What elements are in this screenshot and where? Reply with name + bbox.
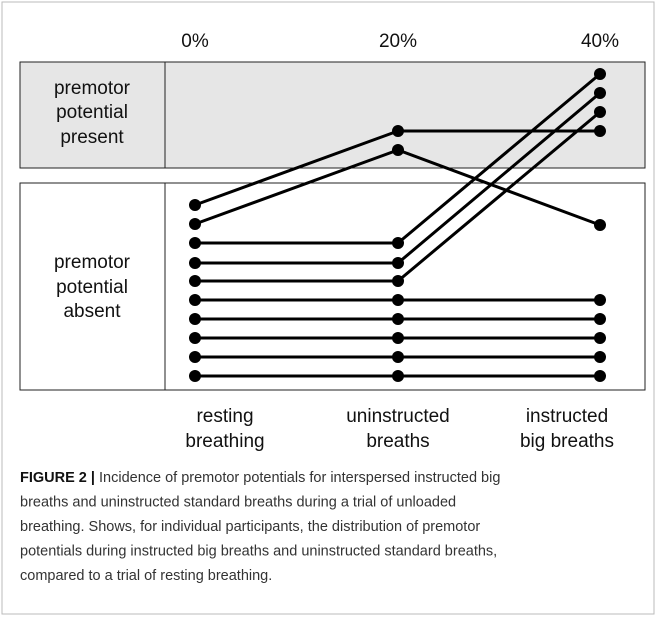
- participant-dot: [594, 332, 606, 344]
- column-label: breaths: [366, 431, 429, 452]
- participant-dot: [594, 294, 606, 306]
- column-label: uninstructed: [346, 406, 450, 427]
- participant-dot: [594, 125, 606, 137]
- participant-dot: [189, 275, 201, 287]
- participant-dot: [189, 332, 201, 344]
- row-label: present: [60, 127, 124, 148]
- participant-dot: [594, 87, 606, 99]
- row-label: premotor: [54, 78, 131, 99]
- row-label: absent: [63, 301, 121, 322]
- column-percent: 0%: [181, 31, 209, 52]
- row-label: potential: [56, 102, 128, 123]
- column-label: breathing: [185, 431, 264, 452]
- column-label: instructed: [526, 406, 608, 427]
- column-label: big breaths: [520, 431, 614, 452]
- participant-dot: [594, 370, 606, 382]
- participant-dot: [392, 332, 404, 344]
- participant-dot: [392, 313, 404, 325]
- participant-dot: [392, 294, 404, 306]
- participant-dot: [392, 351, 404, 363]
- row-label: premotor: [54, 252, 131, 273]
- participant-dot: [392, 144, 404, 156]
- column-label: resting: [196, 406, 253, 427]
- column-percent: 20%: [379, 31, 417, 52]
- participant-dot: [392, 370, 404, 382]
- present-box: [19, 61, 646, 169]
- caption-line: breathing. Shows, for individual partici…: [20, 519, 480, 535]
- participant-dot: [392, 257, 404, 269]
- participant-dot: [392, 237, 404, 249]
- caption-line: potentials during instructed big breaths…: [20, 543, 497, 559]
- participant-dot: [594, 106, 606, 118]
- participant-dot: [189, 237, 201, 249]
- caption-line: FIGURE 2 | Incidence of premotor potenti…: [20, 470, 500, 486]
- participant-dot: [189, 351, 201, 363]
- participant-dot: [189, 370, 201, 382]
- participant-dot: [189, 218, 201, 230]
- figure-frame: [1, 1, 655, 615]
- caption-line: compared to a trial of resting breathing…: [20, 568, 272, 584]
- participant-dot: [189, 294, 201, 306]
- caption-text: Incidence of premotor potentials for int…: [99, 470, 500, 486]
- participant-dot: [392, 275, 404, 287]
- participant-dot: [189, 257, 201, 269]
- participant-dot: [594, 313, 606, 325]
- participant-dot: [392, 125, 404, 137]
- caption-line: breaths and uninstructed standard breath…: [20, 494, 456, 510]
- row-label: potential: [56, 277, 128, 298]
- column-percent: 40%: [581, 31, 619, 52]
- absent-box: [19, 182, 646, 391]
- caption-label: FIGURE 2 |: [20, 470, 95, 486]
- participant-dot: [189, 199, 201, 211]
- participant-dot: [594, 219, 606, 231]
- participant-dot: [594, 68, 606, 80]
- participant-dot: [594, 351, 606, 363]
- participant-dot: [189, 313, 201, 325]
